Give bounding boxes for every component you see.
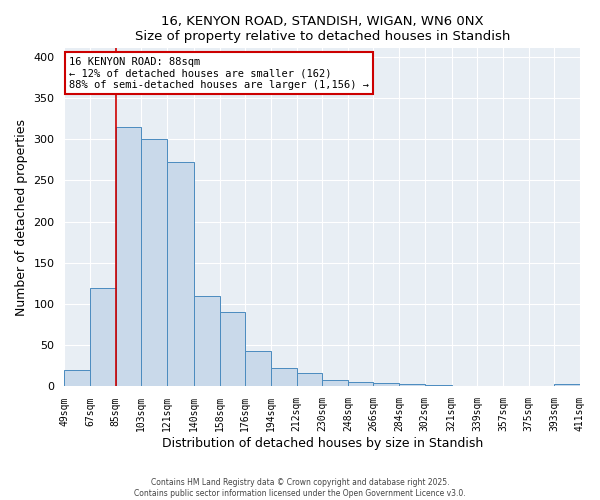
Bar <box>194 296 220 386</box>
Bar <box>554 384 580 386</box>
Bar <box>142 139 167 386</box>
Bar <box>322 380 348 386</box>
Bar <box>220 312 245 386</box>
Bar <box>373 383 399 386</box>
Bar <box>296 374 322 386</box>
Bar <box>425 385 452 386</box>
Bar <box>116 126 142 386</box>
Y-axis label: Number of detached properties: Number of detached properties <box>15 119 28 316</box>
Bar <box>90 288 116 386</box>
Bar <box>399 384 425 386</box>
Text: Contains HM Land Registry data © Crown copyright and database right 2025.
Contai: Contains HM Land Registry data © Crown c… <box>134 478 466 498</box>
Bar <box>64 370 90 386</box>
X-axis label: Distribution of detached houses by size in Standish: Distribution of detached houses by size … <box>161 437 483 450</box>
Bar <box>271 368 296 386</box>
Title: 16, KENYON ROAD, STANDISH, WIGAN, WN6 0NX
Size of property relative to detached : 16, KENYON ROAD, STANDISH, WIGAN, WN6 0N… <box>134 15 510 43</box>
Bar <box>167 162 194 386</box>
Bar <box>245 351 271 386</box>
Bar <box>348 382 373 386</box>
Text: 16 KENYON ROAD: 88sqm
← 12% of detached houses are smaller (162)
88% of semi-det: 16 KENYON ROAD: 88sqm ← 12% of detached … <box>68 56 368 90</box>
